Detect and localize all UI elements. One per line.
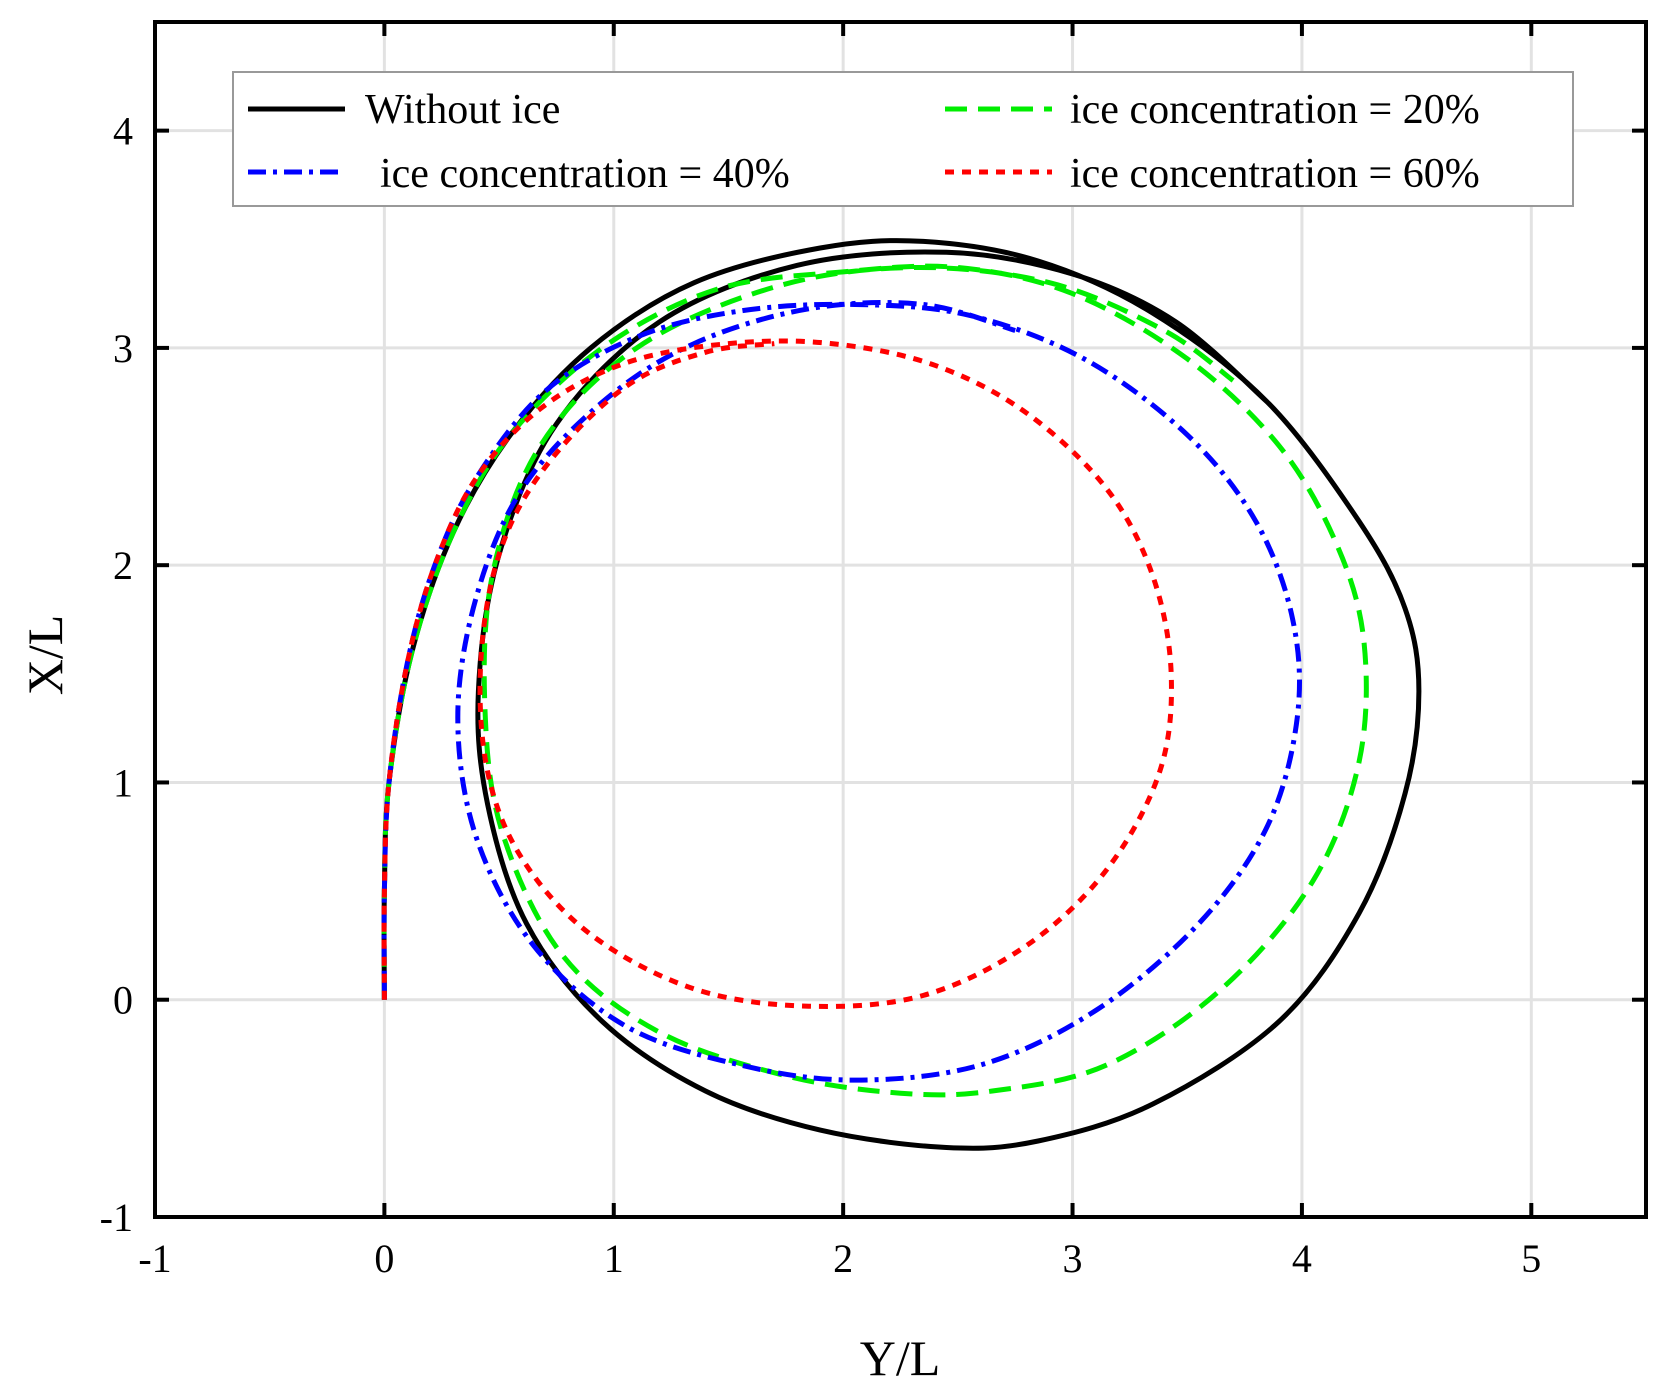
legend-label-ice-40: ice concentration = 40% xyxy=(380,151,790,197)
y-tick-label: 2 xyxy=(113,543,133,588)
y-tick-label: 0 xyxy=(113,978,133,1023)
series-lines xyxy=(381,238,1422,1151)
y-tick-label: 4 xyxy=(113,109,133,154)
legend-label-without-ice: Without ice xyxy=(365,87,560,133)
x-tick-label: 3 xyxy=(1063,1236,1083,1281)
x-tick-label: 1 xyxy=(604,1236,624,1281)
x-tick-label: -1 xyxy=(138,1236,171,1281)
plot-frame xyxy=(153,20,1648,1219)
y-tick-label: -1 xyxy=(100,1195,133,1240)
series-line-ice-60 xyxy=(381,338,1174,1009)
x-tick-label: 5 xyxy=(1521,1236,1541,1281)
y-tick-label: 3 xyxy=(113,326,133,371)
axis-ticks: -1 0 1 2 3 4 5 -1 0 1 2 3 4 xyxy=(100,22,1646,1281)
x-tick-label: 4 xyxy=(1292,1236,1312,1281)
y-tick-label: 1 xyxy=(113,760,133,805)
x-axis-title: Y/L xyxy=(860,1330,941,1386)
series-line-ice-20 xyxy=(381,263,1369,1098)
x-tick-label: 2 xyxy=(833,1236,853,1281)
legend-box xyxy=(232,71,1574,207)
legend-label-ice-60: ice concentration = 60% xyxy=(1070,151,1480,197)
legend: Without ice ice concentration = 20% ice … xyxy=(232,71,1574,207)
y-axis-title: X/L xyxy=(17,615,73,696)
series-line-without-ice xyxy=(381,238,1422,1151)
series-line-ice-40 xyxy=(381,300,1302,1083)
x-tick-label: 0 xyxy=(374,1236,394,1281)
legend-label-ice-20: ice concentration = 20% xyxy=(1070,87,1480,133)
